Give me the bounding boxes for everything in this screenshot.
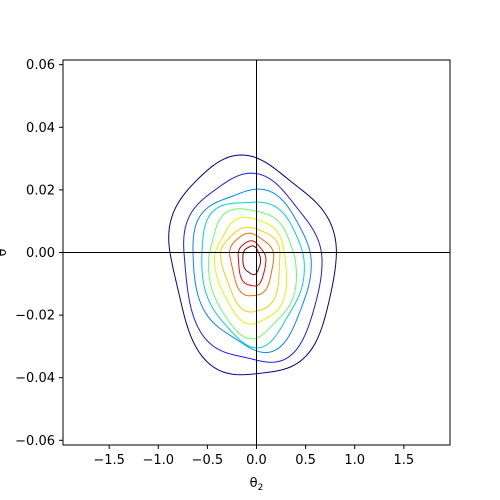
y-axis-label: θ	[0, 248, 10, 256]
x-tick-label: 1.0	[344, 453, 365, 468]
contour-level-3	[192, 188, 312, 354]
x-tick-label: −0.5	[192, 453, 224, 468]
y-tick-label: −0.02	[15, 309, 55, 324]
contour-level-6	[213, 216, 288, 325]
contour-level-5	[207, 208, 297, 340]
y-tick-label: 0.00	[26, 246, 55, 261]
contour-level-8	[229, 232, 275, 297]
x-tick-label: 1.5	[393, 453, 414, 468]
x-axis-label-symbol: θ	[250, 476, 258, 491]
contour-level-10	[242, 245, 262, 276]
x-axis-label-subscript: 2	[258, 483, 264, 493]
y-tick-label: −0.06	[15, 434, 55, 449]
x-tick-label: 0.0	[246, 453, 267, 468]
y-tick-label: 0.06	[26, 58, 55, 73]
contour-level-1	[168, 154, 337, 376]
y-axis-ticks: 0.06 0.04 0.02 0.00 −0.02 −0.04 −0.06	[15, 58, 63, 449]
y-tick-label: 0.04	[26, 121, 55, 136]
x-tick-label: −1.0	[142, 453, 174, 468]
x-tick-label: 0.5	[295, 453, 316, 468]
crosshair	[63, 60, 450, 445]
y-tick-label: −0.04	[15, 371, 55, 386]
contour-level-7	[219, 226, 281, 313]
x-axis-label: θ2	[250, 476, 264, 493]
contour-level-4	[201, 201, 305, 349]
x-axis-ticks: −1.5 −1.0 −0.5 0.0 0.5 1.0 1.5	[93, 445, 414, 468]
contour-group	[168, 154, 337, 376]
contour-level-2	[183, 172, 323, 363]
y-tick-label: 0.02	[26, 183, 55, 198]
x-tick-label: −1.5	[93, 453, 125, 468]
contour-level-9	[237, 240, 267, 287]
